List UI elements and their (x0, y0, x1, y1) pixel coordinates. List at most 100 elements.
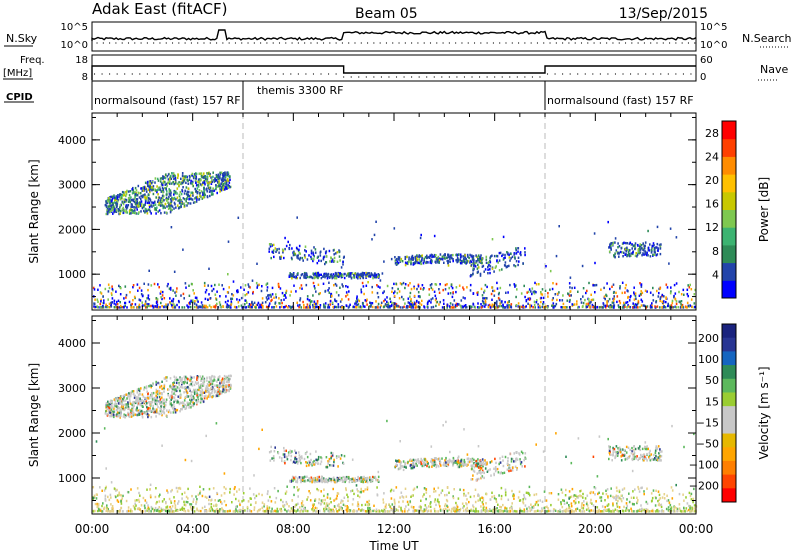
echo-cell (145, 208, 148, 211)
colorbar-frame (721, 120, 737, 299)
echo-cell (235, 508, 237, 511)
echo-cell (165, 509, 167, 513)
echo-cell (144, 300, 147, 303)
echo-cell (297, 502, 299, 505)
echo-cell (655, 496, 657, 500)
echo-cell (142, 205, 145, 208)
echo-cell (305, 509, 308, 513)
echo-cell (112, 201, 114, 205)
echo-cell (416, 485, 418, 489)
echo-cell (120, 494, 122, 497)
echo-cell (409, 295, 411, 298)
echo-cell (383, 508, 386, 512)
echo-cell (560, 306, 562, 309)
echo-cell (130, 488, 132, 491)
echo-cell (412, 261, 415, 265)
echo-cell (210, 506, 213, 509)
echo-cell (116, 196, 119, 199)
echo-cell (316, 273, 318, 276)
echo-cell (490, 255, 492, 258)
echo-cell (223, 510, 225, 513)
echo-cell (484, 305, 486, 308)
echo-cell (242, 492, 245, 495)
echo-cell (264, 301, 267, 304)
echo-cell (187, 190, 190, 194)
echo-cell (131, 510, 133, 513)
echo-cell (181, 181, 183, 185)
echo-cell (155, 300, 158, 303)
echo-cell (126, 189, 128, 193)
echo-cell (198, 172, 201, 175)
echo-cell (612, 299, 615, 302)
echo-cell (528, 288, 531, 291)
echo-cell (368, 503, 371, 506)
echo-cell (160, 301, 162, 305)
echo-cell (192, 194, 194, 197)
echo-cell (379, 306, 382, 309)
echo-cell (528, 298, 531, 301)
echo-cell (306, 295, 309, 298)
echo-cell (304, 509, 307, 512)
echo-cell (210, 182, 213, 185)
echo-cell (169, 182, 171, 185)
echo-cell (612, 297, 614, 301)
echo-cell (570, 495, 573, 498)
echo-cell (111, 285, 113, 288)
echo-cell (299, 286, 301, 290)
echo-cell (487, 304, 490, 307)
echo-cell (292, 274, 294, 277)
echo-cell (580, 301, 583, 304)
echo-cell (324, 262, 326, 266)
echo-cell (651, 509, 653, 513)
echo-cell (302, 259, 304, 262)
echo-cell (161, 198, 163, 202)
echo-cell (198, 509, 200, 513)
echo-cell (164, 305, 167, 308)
echo-cell (678, 503, 681, 506)
echo-cell (222, 287, 225, 291)
echo-cell (637, 299, 640, 303)
echo-cell (398, 297, 401, 300)
echo-cell (410, 299, 412, 303)
echo-cell (172, 175, 174, 178)
echo-cell (159, 200, 162, 204)
echo-cell (165, 182, 168, 186)
echo-cells (92, 374, 698, 513)
echo-cell (269, 245, 272, 248)
echo-cell (352, 305, 355, 308)
echo-cell (308, 304, 311, 307)
echo-cell (157, 203, 160, 206)
echo-cell (420, 506, 422, 509)
echo-cell (374, 272, 376, 275)
echo-cell (633, 291, 635, 294)
echo-cell (297, 254, 299, 257)
echo-cell (372, 509, 374, 513)
echo-cell (491, 298, 493, 301)
echo-cell (538, 304, 541, 308)
echo-cell (106, 508, 108, 511)
echo-cell (608, 508, 610, 511)
echo-cell (483, 270, 485, 273)
echo-cell (375, 276, 378, 279)
echo-cell (481, 496, 483, 499)
echo-cell (117, 500, 120, 503)
echo-cell (507, 498, 510, 501)
echo-cell (93, 288, 96, 291)
freq-tick-top: 18 (75, 55, 88, 66)
nave-dot (531, 76, 534, 78)
echo-cell (138, 196, 141, 199)
echo-cell (148, 204, 151, 207)
echo-cell (146, 209, 148, 213)
echo-cell (686, 502, 689, 505)
echo-cell (643, 247, 646, 250)
echo-cell (191, 494, 193, 498)
echo-cell (423, 509, 426, 513)
echo-cell (125, 205, 127, 208)
echo-cell (616, 300, 618, 304)
echo-cell (316, 507, 318, 510)
echo-cell (209, 172, 211, 176)
echo-cell (140, 200, 143, 203)
echo-cell (474, 510, 476, 513)
echo-cell (292, 253, 295, 257)
echo-cell (199, 178, 201, 181)
